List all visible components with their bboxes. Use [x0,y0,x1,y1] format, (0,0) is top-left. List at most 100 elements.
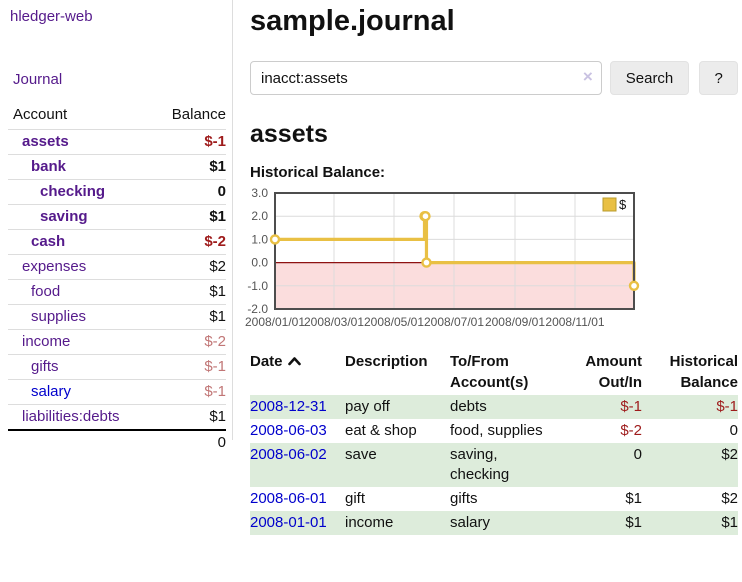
transaction-date-link[interactable]: 2008-01-01 [250,514,327,531]
account-link-expenses[interactable]: expenses [22,258,87,275]
chevron-up-icon [287,351,301,372]
page-title: sample.journal [250,5,455,37]
account-balance: $1 [154,279,226,305]
search-input-wrap: × [250,61,602,95]
account-balance: $-1 [154,129,226,155]
transaction-amount: $-1 [620,398,642,415]
transaction-date: 2008-06-01 [250,487,345,511]
account-link-assets[interactable]: assets [22,133,69,150]
transaction-date-link[interactable]: 2008-06-03 [250,422,327,439]
transaction-accounts: food, supplies [450,422,543,439]
data-point-marker[interactable] [269,234,281,245]
register-table: Date Description To/From Account(s) Amou… [250,349,738,535]
account-link-saving[interactable]: saving [40,208,88,225]
chart-title: Historical Balance: [250,164,386,181]
x-tick-label: 2008/03/01 [304,315,364,329]
legend-swatch [602,197,617,212]
data-point-marker[interactable] [628,280,640,292]
account-link-food[interactable]: food [31,283,61,300]
account-row: expenses $2 [8,254,226,280]
y-tick-label: 2.0 [251,209,268,223]
account-balance: $-2 [154,329,226,355]
y-tick-label: -1.0 [247,279,268,293]
transaction-balance: $1 [721,514,738,531]
account-link-supplies[interactable]: supplies [31,308,87,325]
register-row: 2008-06-02 save saving, checking 0 $2 [250,443,738,487]
sidebar-item-journal[interactable]: Journal [13,71,63,88]
transaction-description: gift [345,490,366,507]
transaction-date-link[interactable]: 2008-06-02 [250,446,327,463]
transaction-accounts: saving, checking [450,446,510,483]
register-row: 2008-06-01 gift gifts $1 $2 [250,487,738,511]
account-link-bank[interactable]: bank [31,158,67,175]
data-point-marker[interactable] [420,211,431,222]
accounts-total-value: 0 [154,429,226,455]
register-row: 2008-06-03 eat & shop food, supplies $-2 0 [250,419,738,443]
accounts-header-balance: Balance [171,106,226,123]
account-row: income $-2 [8,329,226,355]
account-balance: $-1 [154,379,226,405]
account-balance: $1 [154,154,226,180]
chart-canvas: $3.0 2.0 1.0 0.0 -1.0 -2.02008/01/012008/03/0… [245,186,640,329]
x-tick-label: 2008/09/01 [485,315,545,329]
account-balance: $-2 [154,229,226,255]
account-row: cash $-2 [8,229,226,255]
account-balance: $1 [154,404,226,430]
account-row: liabilities:debts $1 [8,404,226,430]
clear-search-icon[interactable]: × [582,67,593,86]
account-link-cash[interactable]: cash [31,233,66,250]
transaction-amount: 0 [633,446,642,463]
account-row: gifts $-1 [8,354,226,380]
y-tick-label: 1.0 [251,232,268,246]
transaction-date-link[interactable]: 2008-12-31 [250,398,327,415]
search-button[interactable]: Search [609,61,690,95]
account-link-checking[interactable]: checking [40,183,106,200]
x-tick-label: 2008/07/01 [424,315,484,329]
y-tick-label: 0.0 [251,256,268,270]
transaction-date-link[interactable]: 2008-06-01 [250,490,327,507]
register-header-date[interactable]: Date [250,349,345,395]
register-header-description: Description [345,353,428,370]
register-row: 2008-12-31 pay off debts $-1 $-1 [250,395,738,419]
account-row: food $1 [8,279,226,305]
account-row: supplies $1 [8,304,226,330]
accounts-header-account: Account [13,106,68,123]
main-content: sample.journal × Search ? assets Histori… [245,0,738,535]
account-row: saving $1 [8,204,226,230]
search-input[interactable] [250,61,602,95]
account-row: salary $-1 [8,379,226,405]
register-header-historical: Historical Balance [669,353,738,391]
transaction-description: income [345,514,394,531]
historical-balance-chart[interactable]: $3.0 2.0 1.0 0.0 -1.0 -2.0 2008/01/01 2008/03/0… [245,186,738,329]
transaction-balance: $2 [721,446,738,463]
transaction-description: eat & shop [345,422,417,439]
register-row: 2008-01-01 income salary $1 $1 [250,511,738,535]
account-balance: $1 [154,304,226,330]
account-link-salary[interactable]: salary [31,383,72,400]
transaction-accounts: gifts [450,490,478,507]
transaction-date: 2008-12-31 [250,395,345,419]
transaction-date: 2008-01-01 [250,511,345,535]
x-tick-label: 2008/01/01 [245,315,305,329]
transaction-description: save [345,446,377,463]
transaction-description: pay off [345,398,390,415]
register-header-tofrom: To/From Account(s) [450,353,529,391]
account-balance: $2 [154,254,226,280]
help-button[interactable]: ? [699,61,738,95]
x-tick-label: 2008/05/01 [364,315,424,329]
accounts-table: Account Balance assets $-1 bank $1 checking 0… [8,102,226,455]
transaction-amount: $1 [625,514,642,531]
plot-border [274,192,635,310]
account-link-income[interactable]: income [22,333,71,350]
transaction-accounts: salary [450,514,491,531]
transaction-balance: 0 [729,422,738,439]
transaction-accounts: debts [450,398,487,415]
transaction-date: 2008-06-03 [250,419,345,443]
legend-label: $ [619,197,627,212]
y-tick-label: -2.0 [247,302,268,316]
app-brand-link[interactable]: hledger-web [10,8,93,25]
account-link-gifts[interactable]: gifts [31,358,59,375]
data-point-marker[interactable] [421,257,432,268]
account-row: assets $-1 [8,129,226,155]
account-link-liabilities-debts[interactable]: liabilities:debts [22,408,120,425]
